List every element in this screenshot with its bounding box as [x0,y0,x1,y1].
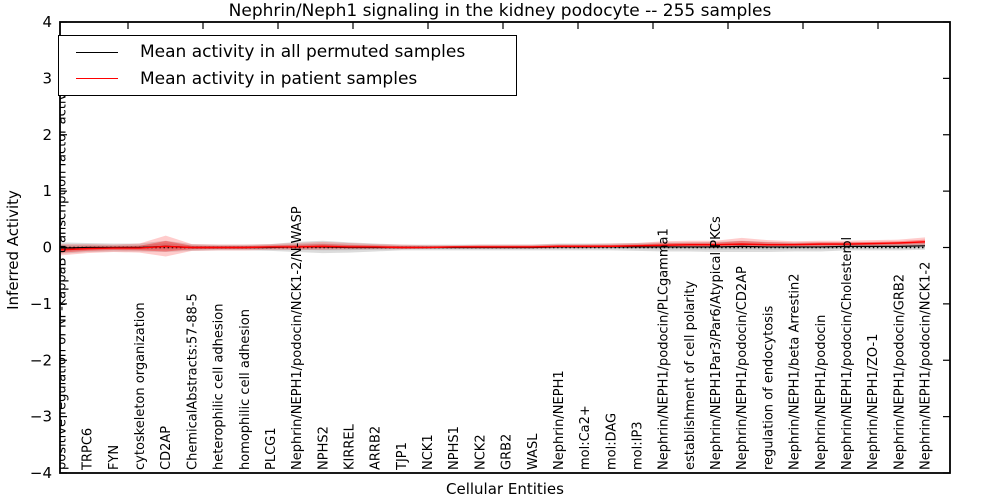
x-category-label: mol:IP3 [631,421,646,470]
y-tick-label: −1 [30,295,52,313]
x-category-label: ChemicalAbstracts:57-88-5 [185,293,200,470]
y-axis-ticks: −4 −3 −2 −1 0 1 2 3 4 [30,13,950,482]
x-category-label: cytoskeleton organization [133,302,148,470]
x-category-label: heterophilic cell adhesion [212,304,227,471]
y-tick-label: −4 [30,464,52,482]
x-category-label: KIRREL [343,423,358,470]
x-category-label: GRB2 [500,434,515,470]
legend-label-patient: Mean activity in patient samples [140,68,418,89]
legend-entry-patient: Mean activity in patient samples [59,69,516,89]
y-tick-label: 2 [42,126,52,144]
x-category-label: Nephrin/NEPH1/podocin/GRB2 [892,274,907,470]
patient-band-outer [61,235,925,257]
x-category-label: Nephrin/NEPH1/podocin/NCK1-2 [919,262,934,470]
x-category-label: Nephrin/NEPH1/ZO-1 [866,334,881,470]
x-category-label: positive regulation of NF-kappaB transcr… [55,76,70,470]
x-category-label: Nephrin/NEPH1/podocin/Cholesterol [840,237,855,470]
x-category-label: TJP1 [395,442,410,471]
x-category-label: NPHS1 [447,426,462,470]
x-category-label: TRPC6 [81,428,96,471]
x-category-label: ARRB2 [369,426,384,470]
legend-box: Mean activity in all permuted samples Me… [58,35,517,96]
y-tick-label: −3 [30,408,52,426]
x-axis-top-ticks [127,22,879,29]
x-category-label: Nephrin/NEPH1Par3/Par6/Atypical PKCs [709,216,724,470]
x-category-label: Nephrin/NEPH1/beta Arrestin2 [788,274,803,471]
x-category-label: regulation of endocytosis [761,305,776,470]
x-category-label: Nephrin/NEPH1/podocin/CD2AP [735,266,750,470]
x-category-label: mol:Ca2+ [578,405,593,470]
x-category-label: CD2AP [159,426,174,470]
x-category-label: NCK1 [421,434,436,470]
y-tick-label: 1 [42,182,52,200]
chart-title: Nephrin/Neph1 signaling in the kidney po… [228,1,772,21]
x-category-label: NCK2 [473,434,488,470]
x-axis-label: Cellular Entities [446,480,564,498]
x-category-label: FYN [107,445,122,470]
x-category-label: Nephrin/NEPH1/podocin/PLCgamma1 [657,228,672,470]
confidence-bands [60,235,926,257]
y-tick-label: 4 [42,13,52,31]
x-category-label: mol:DAG [604,413,619,470]
legend-entry-permuted: Mean activity in all permuted samples [59,42,516,62]
x-category-label: Nephrin/NEPH1/podocin [814,315,829,470]
x-category-label: NPHS2 [316,426,331,470]
x-category-label: PLCG1 [264,427,279,470]
y-tick-label: −2 [30,351,52,369]
y-tick-label: 0 [42,239,52,257]
permuted-line-sample-icon [76,51,118,53]
y-tick-label: 3 [42,69,52,87]
x-category-label: establishment of cell polarity [683,281,698,470]
patient-line-sample-icon [76,78,118,80]
patient-band-inner [61,239,925,253]
patient-mean-line [60,241,926,251]
x-category-labels: positive regulation of NF-kappaB transcr… [55,76,934,471]
x-category-label: Nephrin/NEPH1/podocin/NCK1-2/N-WASP [290,206,305,470]
x-category-label: WASL [526,433,541,470]
x-category-label: homophilic cell adhesion [238,309,253,470]
legend-label-permuted: Mean activity in all permuted samples [140,42,466,63]
x-category-label: Nephrin/NEPH1 [552,370,567,470]
